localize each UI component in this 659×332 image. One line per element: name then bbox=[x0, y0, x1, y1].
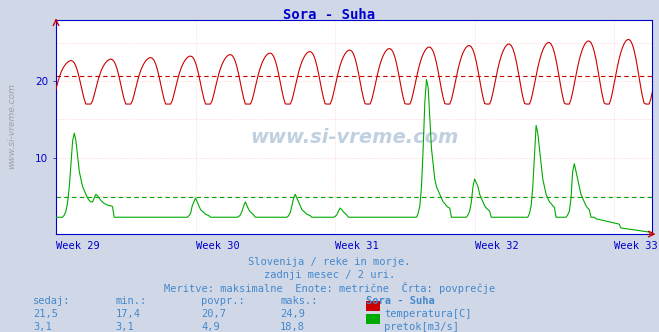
Text: 18,8: 18,8 bbox=[280, 322, 305, 332]
Text: Week 30: Week 30 bbox=[196, 241, 239, 251]
Text: Sora - Suha: Sora - Suha bbox=[283, 8, 376, 22]
Text: Week 33: Week 33 bbox=[614, 241, 658, 251]
Text: Week 29: Week 29 bbox=[56, 241, 100, 251]
Text: 17,4: 17,4 bbox=[115, 309, 140, 319]
Text: min.:: min.: bbox=[115, 296, 146, 306]
Text: zadnji mesec / 2 uri.: zadnji mesec / 2 uri. bbox=[264, 270, 395, 280]
Text: 3,1: 3,1 bbox=[115, 322, 134, 332]
Text: sedaj:: sedaj: bbox=[33, 296, 71, 306]
Text: 24,9: 24,9 bbox=[280, 309, 305, 319]
Text: www.si-vreme.com: www.si-vreme.com bbox=[7, 83, 16, 169]
Text: 4,9: 4,9 bbox=[201, 322, 219, 332]
Text: Week 31: Week 31 bbox=[335, 241, 379, 251]
Text: pretok[m3/s]: pretok[m3/s] bbox=[384, 322, 459, 332]
Text: Week 32: Week 32 bbox=[474, 241, 519, 251]
Text: Sora - Suha: Sora - Suha bbox=[366, 296, 434, 306]
Text: www.si-vreme.com: www.si-vreme.com bbox=[250, 128, 459, 147]
Text: 21,5: 21,5 bbox=[33, 309, 58, 319]
Text: Slovenija / reke in morje.: Slovenija / reke in morje. bbox=[248, 257, 411, 267]
Text: 3,1: 3,1 bbox=[33, 322, 51, 332]
Text: maks.:: maks.: bbox=[280, 296, 318, 306]
Text: 20,7: 20,7 bbox=[201, 309, 226, 319]
Text: Meritve: maksimalne  Enote: metrične  Črta: povprečje: Meritve: maksimalne Enote: metrične Črta… bbox=[164, 282, 495, 293]
Text: temperatura[C]: temperatura[C] bbox=[384, 309, 472, 319]
Text: povpr.:: povpr.: bbox=[201, 296, 244, 306]
